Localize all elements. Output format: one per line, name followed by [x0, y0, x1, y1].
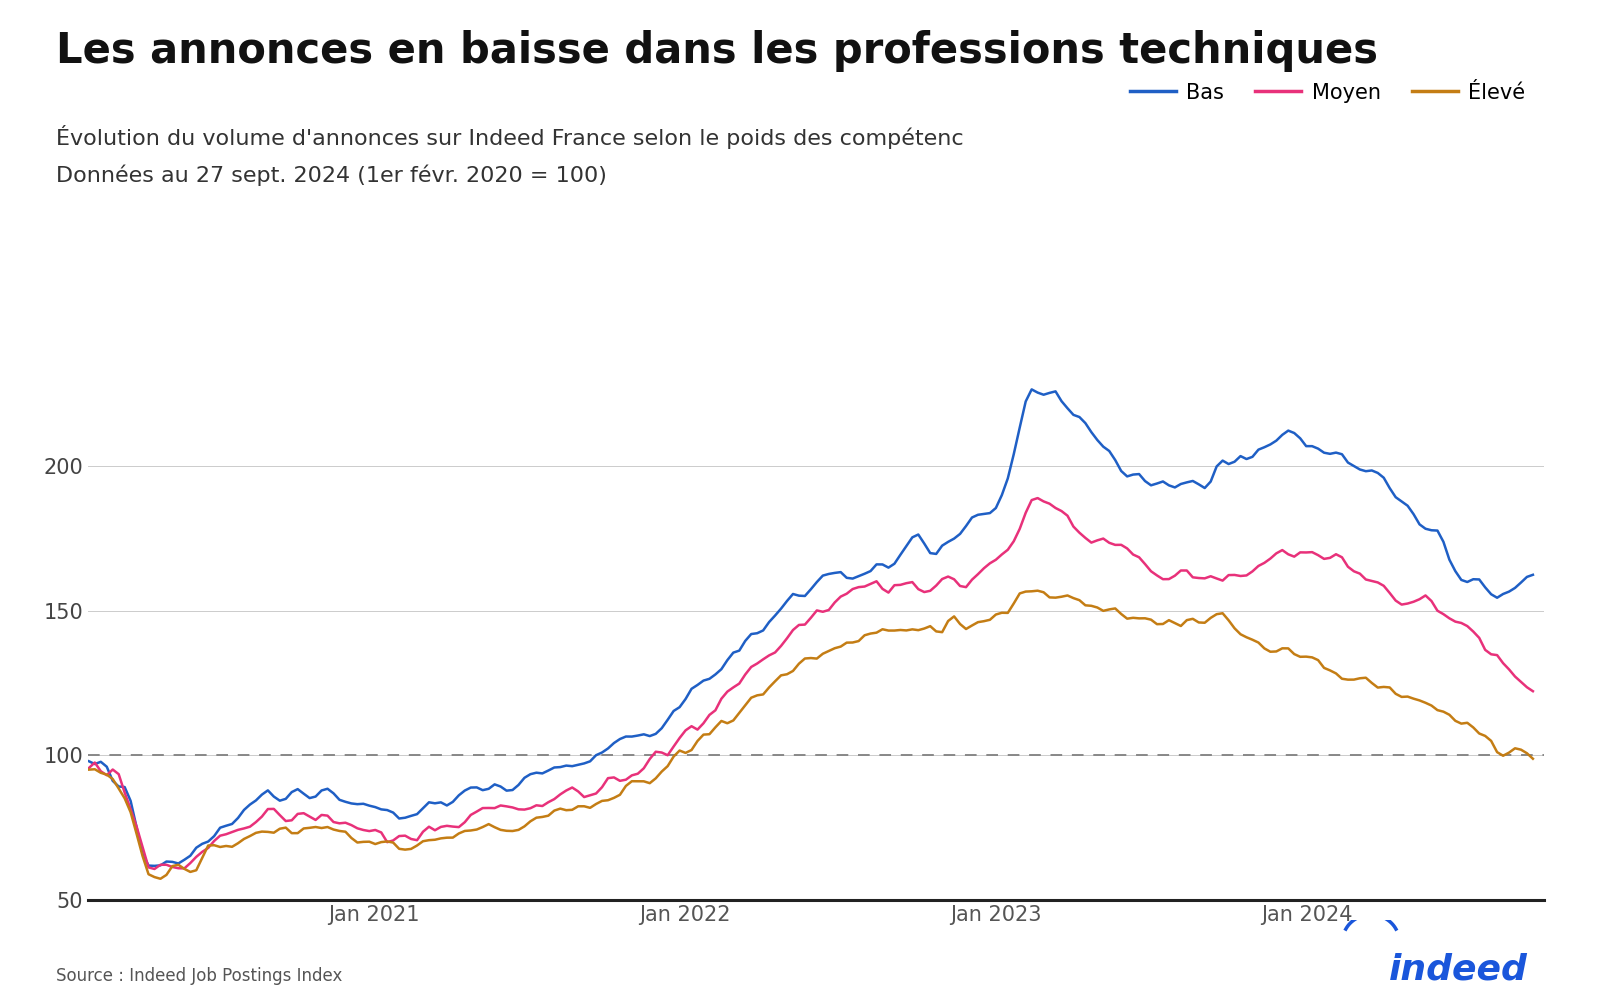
- Text: Données au 27 sept. 2024 (1er févr. 2020 = 100): Données au 27 sept. 2024 (1er févr. 2020…: [56, 165, 606, 186]
- Text: Évolution du volume d'annonces sur Indeed France selon le poids des compétenc: Évolution du volume d'annonces sur Indee…: [56, 125, 963, 149]
- Text: Source : Indeed Job Postings Index: Source : Indeed Job Postings Index: [56, 967, 342, 985]
- Legend: Bas, Moyen, Élevé: Bas, Moyen, Élevé: [1122, 74, 1533, 111]
- Text: indeed: indeed: [1389, 952, 1528, 986]
- Text: Les annonces en baisse dans les professions techniques: Les annonces en baisse dans les professi…: [56, 30, 1378, 72]
